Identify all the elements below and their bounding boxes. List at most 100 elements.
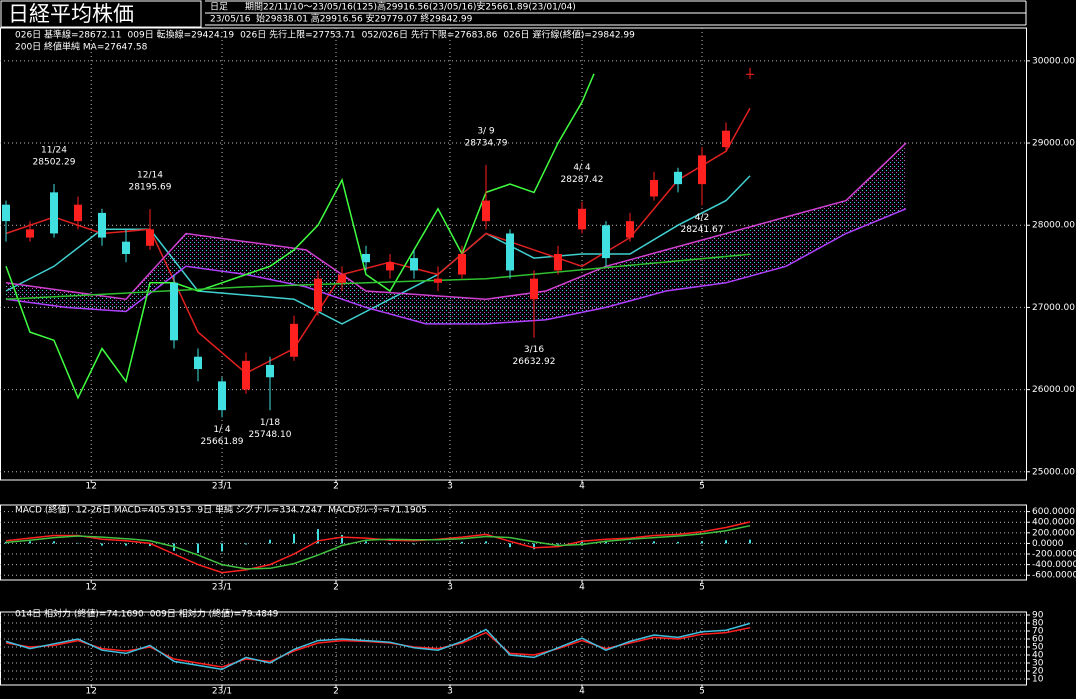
legend-entry: 026日 基準線=28672.11: [15, 29, 122, 41]
candle-body: [74, 204, 82, 222]
annotation-value: 28734.79: [465, 138, 508, 148]
date: 23/05/16: [210, 15, 251, 25]
y-tick-label: -400.0000: [1032, 560, 1076, 570]
indicator-line: [5, 142, 907, 300]
rsi-line: [5, 626, 751, 668]
histogram-bar: [557, 543, 559, 545]
panel-title: MACD (終値): [15, 504, 70, 516]
candle-body: [146, 229, 154, 246]
candle-body: [194, 356, 202, 370]
candle-body: [650, 180, 658, 197]
y-tick-label: 27000.00: [1032, 303, 1075, 313]
x-tick-label: 2: [333, 687, 339, 697]
candle-body: [290, 323, 298, 357]
legend-entry: 009日 転換線=29424.19: [128, 29, 235, 41]
x-tick-label: 4: [579, 687, 585, 697]
legend-entry: 014日 相対力 (終値)=74.1690: [15, 608, 144, 620]
candle-body: [218, 381, 226, 411]
candle-body: [170, 282, 178, 341]
legend-entry: 052/026日 先行下限=27683.86: [362, 29, 498, 41]
histogram-bar: [389, 543, 391, 545]
y-tick-label: 30: [1032, 659, 1044, 669]
histogram-bar: [653, 541, 655, 544]
histogram-bar: [605, 541, 607, 544]
histogram-bar: [293, 533, 295, 544]
histogram-bar: [29, 541, 31, 544]
indicator-line: [5, 208, 907, 325]
candle-body: [698, 155, 706, 185]
candle-body: [362, 254, 370, 263]
x-tick-label: 4: [579, 482, 585, 492]
panel-frame: [0, 504, 1027, 581]
y-tick-label: 29000.00: [1032, 139, 1075, 149]
period: 期間22/11/10～23/05/16(125)高29916.56(23/05/…: [245, 1, 576, 13]
histogram-bar: [461, 541, 463, 544]
histogram-bar: [725, 540, 727, 544]
y-tick-label: 600.0000: [1032, 507, 1075, 517]
histogram-bar: [245, 543, 247, 545]
candle-body: [2, 204, 10, 222]
candle-body: [458, 254, 466, 275]
candle-body: [266, 364, 274, 378]
histogram-bar: [749, 539, 751, 544]
candle-body: [578, 208, 586, 230]
histogram-bar: [437, 542, 439, 544]
y-tick-label: 20: [1032, 667, 1044, 677]
y-tick-label: 90: [1032, 611, 1044, 621]
histogram-bar: [269, 539, 271, 544]
legend-entry: MACDｵｼﾚｰﾀｰ=71.1905: [328, 505, 427, 516]
y-tick-label: -600.0000: [1032, 571, 1076, 581]
x-tick-label: 3: [447, 687, 453, 697]
candle-body: [26, 229, 34, 238]
candle-body: [530, 278, 538, 300]
annotation-value: 25748.10: [249, 430, 292, 440]
x-tick-label: 23/1: [212, 482, 232, 492]
annotation-date: 1/18: [260, 418, 280, 428]
x-tick-label: 12: [85, 687, 96, 697]
indicator-line: [5, 175, 751, 325]
histogram-bar: [317, 529, 319, 544]
x-tick-label: 5: [699, 482, 705, 492]
candle-body: [122, 241, 130, 254]
annotation-value: 28195.69: [129, 183, 172, 193]
candle-body: [554, 254, 562, 271]
y-tick-label: 25000.00: [1032, 467, 1075, 477]
x-tick-label: 23/1: [212, 687, 232, 697]
panel-frame: [0, 27, 1027, 481]
macd-line: [5, 524, 751, 570]
x-tick-label: 12: [85, 482, 96, 492]
candle-body: [482, 200, 490, 222]
candle-body: [386, 262, 394, 271]
annotation-value: 25661.89: [201, 437, 244, 447]
annotation-date: 1/ 4: [213, 425, 231, 435]
histogram-bar: [509, 543, 511, 548]
title-box: [0, 0, 202, 28]
histogram-bar: [53, 541, 55, 544]
x-tick-label: 12: [85, 583, 96, 593]
candle-body: [338, 274, 346, 283]
histogram-bar: [341, 534, 343, 544]
histogram-bar: [485, 541, 487, 544]
y-tick-label: 26000.00: [1032, 385, 1075, 395]
annotation-date: 12/14: [137, 171, 163, 181]
candle-body: [626, 221, 634, 238]
histogram-bar: [413, 543, 415, 545]
candle-body: [434, 278, 442, 283]
x-tick-label: 23/1: [212, 583, 232, 593]
y-tick-label: -200.0000: [1032, 550, 1076, 560]
histogram-bar: [221, 543, 223, 552]
histogram-bar: [77, 542, 79, 544]
histogram-bar: [533, 543, 535, 550]
legend-entry: 200日 終値単純 MA=27647.58: [15, 41, 148, 53]
annotation-date: 11/24: [41, 145, 67, 155]
y-tick-label: 60: [1032, 635, 1044, 645]
candle-body: [314, 278, 322, 312]
x-tick-label: 3: [447, 482, 453, 492]
y-tick-label: 50: [1032, 643, 1044, 653]
y-tick-label: 200.0000: [1032, 528, 1075, 538]
candle-body: [410, 258, 418, 271]
annotation-date: 4/ 4: [573, 163, 591, 173]
annotation-value: 26632.92: [513, 357, 556, 367]
